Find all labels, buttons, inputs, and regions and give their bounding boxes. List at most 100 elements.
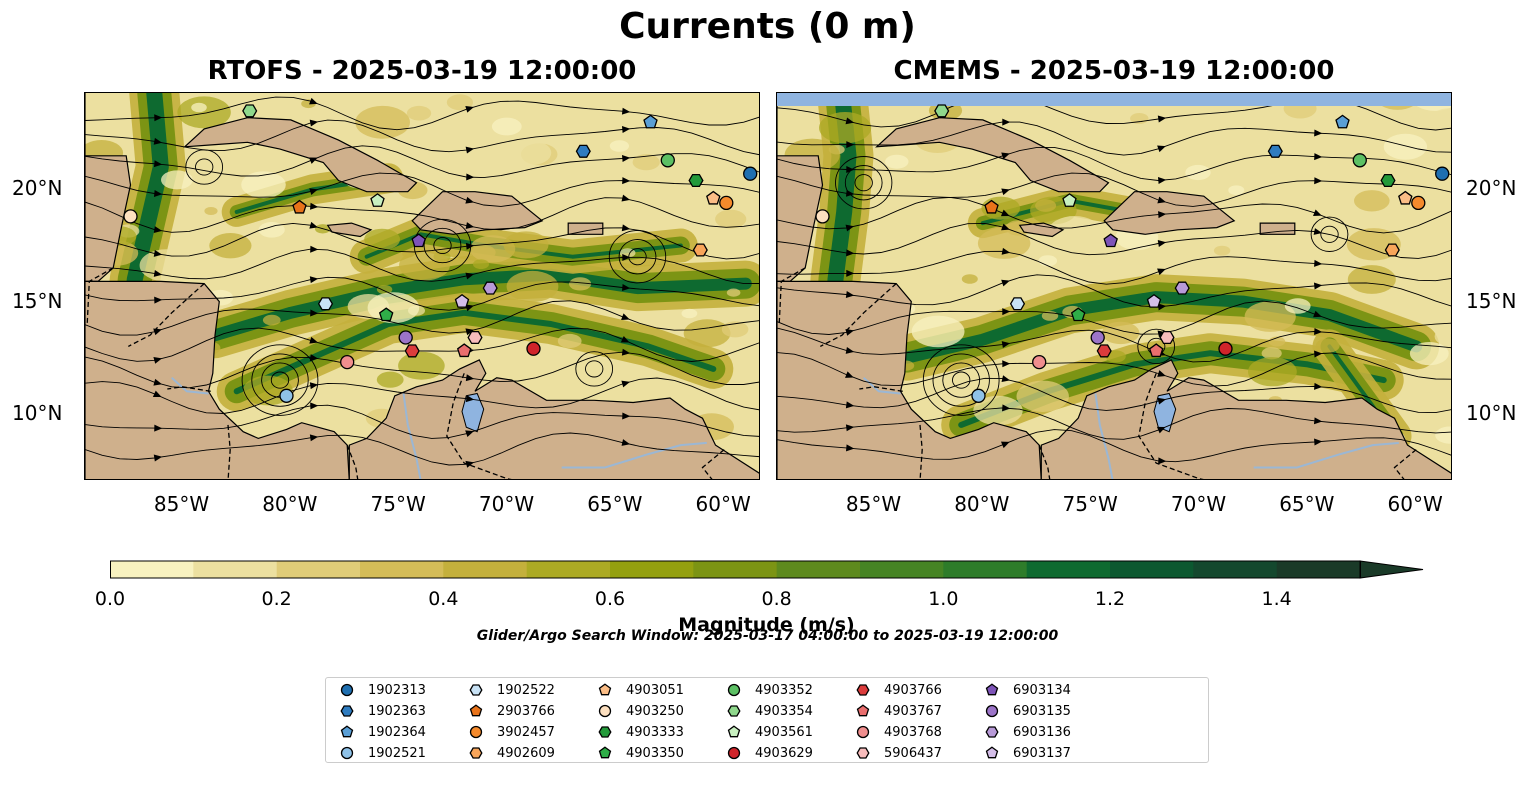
speed-patch xyxy=(721,321,749,338)
platform-marker-4903051 xyxy=(1398,190,1413,205)
speed-patch xyxy=(204,207,218,215)
platform-marker-3902457 xyxy=(1411,195,1426,211)
speed-patch xyxy=(177,96,231,129)
colorbar-segment xyxy=(526,561,611,578)
platform-marker-4903350 xyxy=(378,307,394,322)
streamline xyxy=(777,121,1451,156)
legend-label: 3902457 xyxy=(497,724,555,740)
legend-label: 1902313 xyxy=(368,682,426,698)
speed-patch xyxy=(557,333,582,349)
legend-label: 6903136 xyxy=(1013,724,1071,740)
speed-patch xyxy=(469,235,516,263)
platform-marker-5906437 xyxy=(467,330,483,345)
river xyxy=(402,393,422,479)
speed-patch xyxy=(1315,338,1340,353)
land-hispaniola xyxy=(411,191,544,235)
streamline-arrow xyxy=(845,346,855,354)
speed-patch xyxy=(1435,426,1451,444)
speed-patch xyxy=(632,154,660,171)
cmems-map xyxy=(776,92,1452,480)
colorbar-segment xyxy=(1026,561,1111,578)
streamline xyxy=(777,146,1451,181)
platform-marker-1902521 xyxy=(971,388,986,403)
streamline-arrow xyxy=(154,424,163,432)
country-border xyxy=(1138,373,1204,479)
streamline-arrow xyxy=(621,107,631,115)
colorbar-tick-label: 0.8 xyxy=(761,588,792,610)
legend-label: 1902521 xyxy=(368,745,426,761)
streamline xyxy=(777,429,1451,463)
lake-maracaibo xyxy=(461,392,485,433)
x-tick-label: 75°W xyxy=(370,492,426,516)
platform-marker-4903767 xyxy=(456,343,472,358)
country-border xyxy=(227,424,231,479)
streamline-arrow xyxy=(153,137,163,145)
streamline-arrow xyxy=(153,190,163,197)
legend-entry: 6903134 xyxy=(983,680,1071,700)
streamline-arrow xyxy=(1314,153,1323,161)
streamline-arrow xyxy=(154,114,163,122)
land-cuba xyxy=(183,117,418,193)
streamline-arrow xyxy=(308,157,318,164)
streamline-arrow xyxy=(621,224,631,232)
streamline-arrow xyxy=(153,160,163,168)
streamline-arrow xyxy=(846,249,855,257)
left-panel-title: RTOFS - 2025-03-19 12:00:00 xyxy=(207,56,637,86)
streamline-arrow xyxy=(310,202,319,210)
streamline-arrow xyxy=(465,395,475,403)
legend-entry: 2903766 xyxy=(467,701,555,721)
land-puertorico xyxy=(567,222,604,235)
streamline-arrow xyxy=(309,221,318,229)
legend-marker-pentagon xyxy=(985,746,999,759)
x-tick-label: 60°W xyxy=(695,492,751,516)
colorbar-tick-label: 0.0 xyxy=(94,588,126,610)
legend-label: 4903561 xyxy=(755,724,813,740)
platform-marker-4903051 xyxy=(706,190,721,205)
streamline-arrow xyxy=(1002,308,1011,316)
x-tick-label: 70°W xyxy=(478,492,535,516)
legend-entry: 4903051 xyxy=(596,680,684,700)
eddy-streamline xyxy=(585,360,604,378)
land-hispaniola xyxy=(1103,191,1236,235)
colorbar-segment xyxy=(1193,561,1278,578)
platform-marker-4903352 xyxy=(1352,153,1367,168)
legend-marker-circle xyxy=(727,683,741,697)
streamline-arrow xyxy=(621,194,631,202)
speed-patch xyxy=(209,233,252,259)
land-central xyxy=(777,280,1042,479)
speed-patch xyxy=(726,288,741,297)
platform-legend: 1902313 1902363 1902364 1902521 1902522 29037… xyxy=(325,677,1209,763)
speed-patch xyxy=(355,105,410,139)
streamline-arrow xyxy=(309,382,319,390)
platform-marker-1902364 xyxy=(1335,114,1350,129)
colorbar-tick-label: 0.4 xyxy=(428,588,459,610)
search-window-note: Glider/Argo Search Window: 2025-03-17 04… xyxy=(476,628,1059,644)
speed-patch xyxy=(1248,357,1297,387)
legend-entry: 5906437 xyxy=(854,743,942,763)
eddy-streamline xyxy=(1137,328,1176,365)
streamline xyxy=(85,300,759,336)
legend-label: 1902363 xyxy=(368,703,426,719)
streamline-arrow xyxy=(1157,397,1167,405)
legend-entry: 4903768 xyxy=(854,722,942,742)
colorbar-segment xyxy=(360,561,444,578)
streamline-arrow xyxy=(1001,188,1010,196)
platform-marker-6903137 xyxy=(454,293,470,308)
streamline-arrow xyxy=(1001,223,1010,231)
platform-marker-2903766 xyxy=(292,199,307,214)
streamline-arrow xyxy=(309,354,319,362)
colorbar-tick-label: 1.4 xyxy=(1261,588,1292,610)
eddy-streamline xyxy=(618,239,657,275)
platform-marker-1902521 xyxy=(279,388,294,403)
legend-entry: 4902609 xyxy=(467,743,555,763)
country-border xyxy=(86,267,114,325)
legend-entry: 6903136 xyxy=(983,722,1071,742)
platform-marker-6903134 xyxy=(1103,233,1118,248)
legend-label: 4903352 xyxy=(755,682,813,698)
speed-patch xyxy=(376,371,404,388)
legend-label: 4902609 xyxy=(497,745,555,761)
legend-marker-circle xyxy=(340,683,354,697)
y-tick-label-right: 15°N xyxy=(1466,288,1517,313)
streamline-arrow xyxy=(1313,310,1322,318)
streamline-arrow xyxy=(310,309,319,317)
